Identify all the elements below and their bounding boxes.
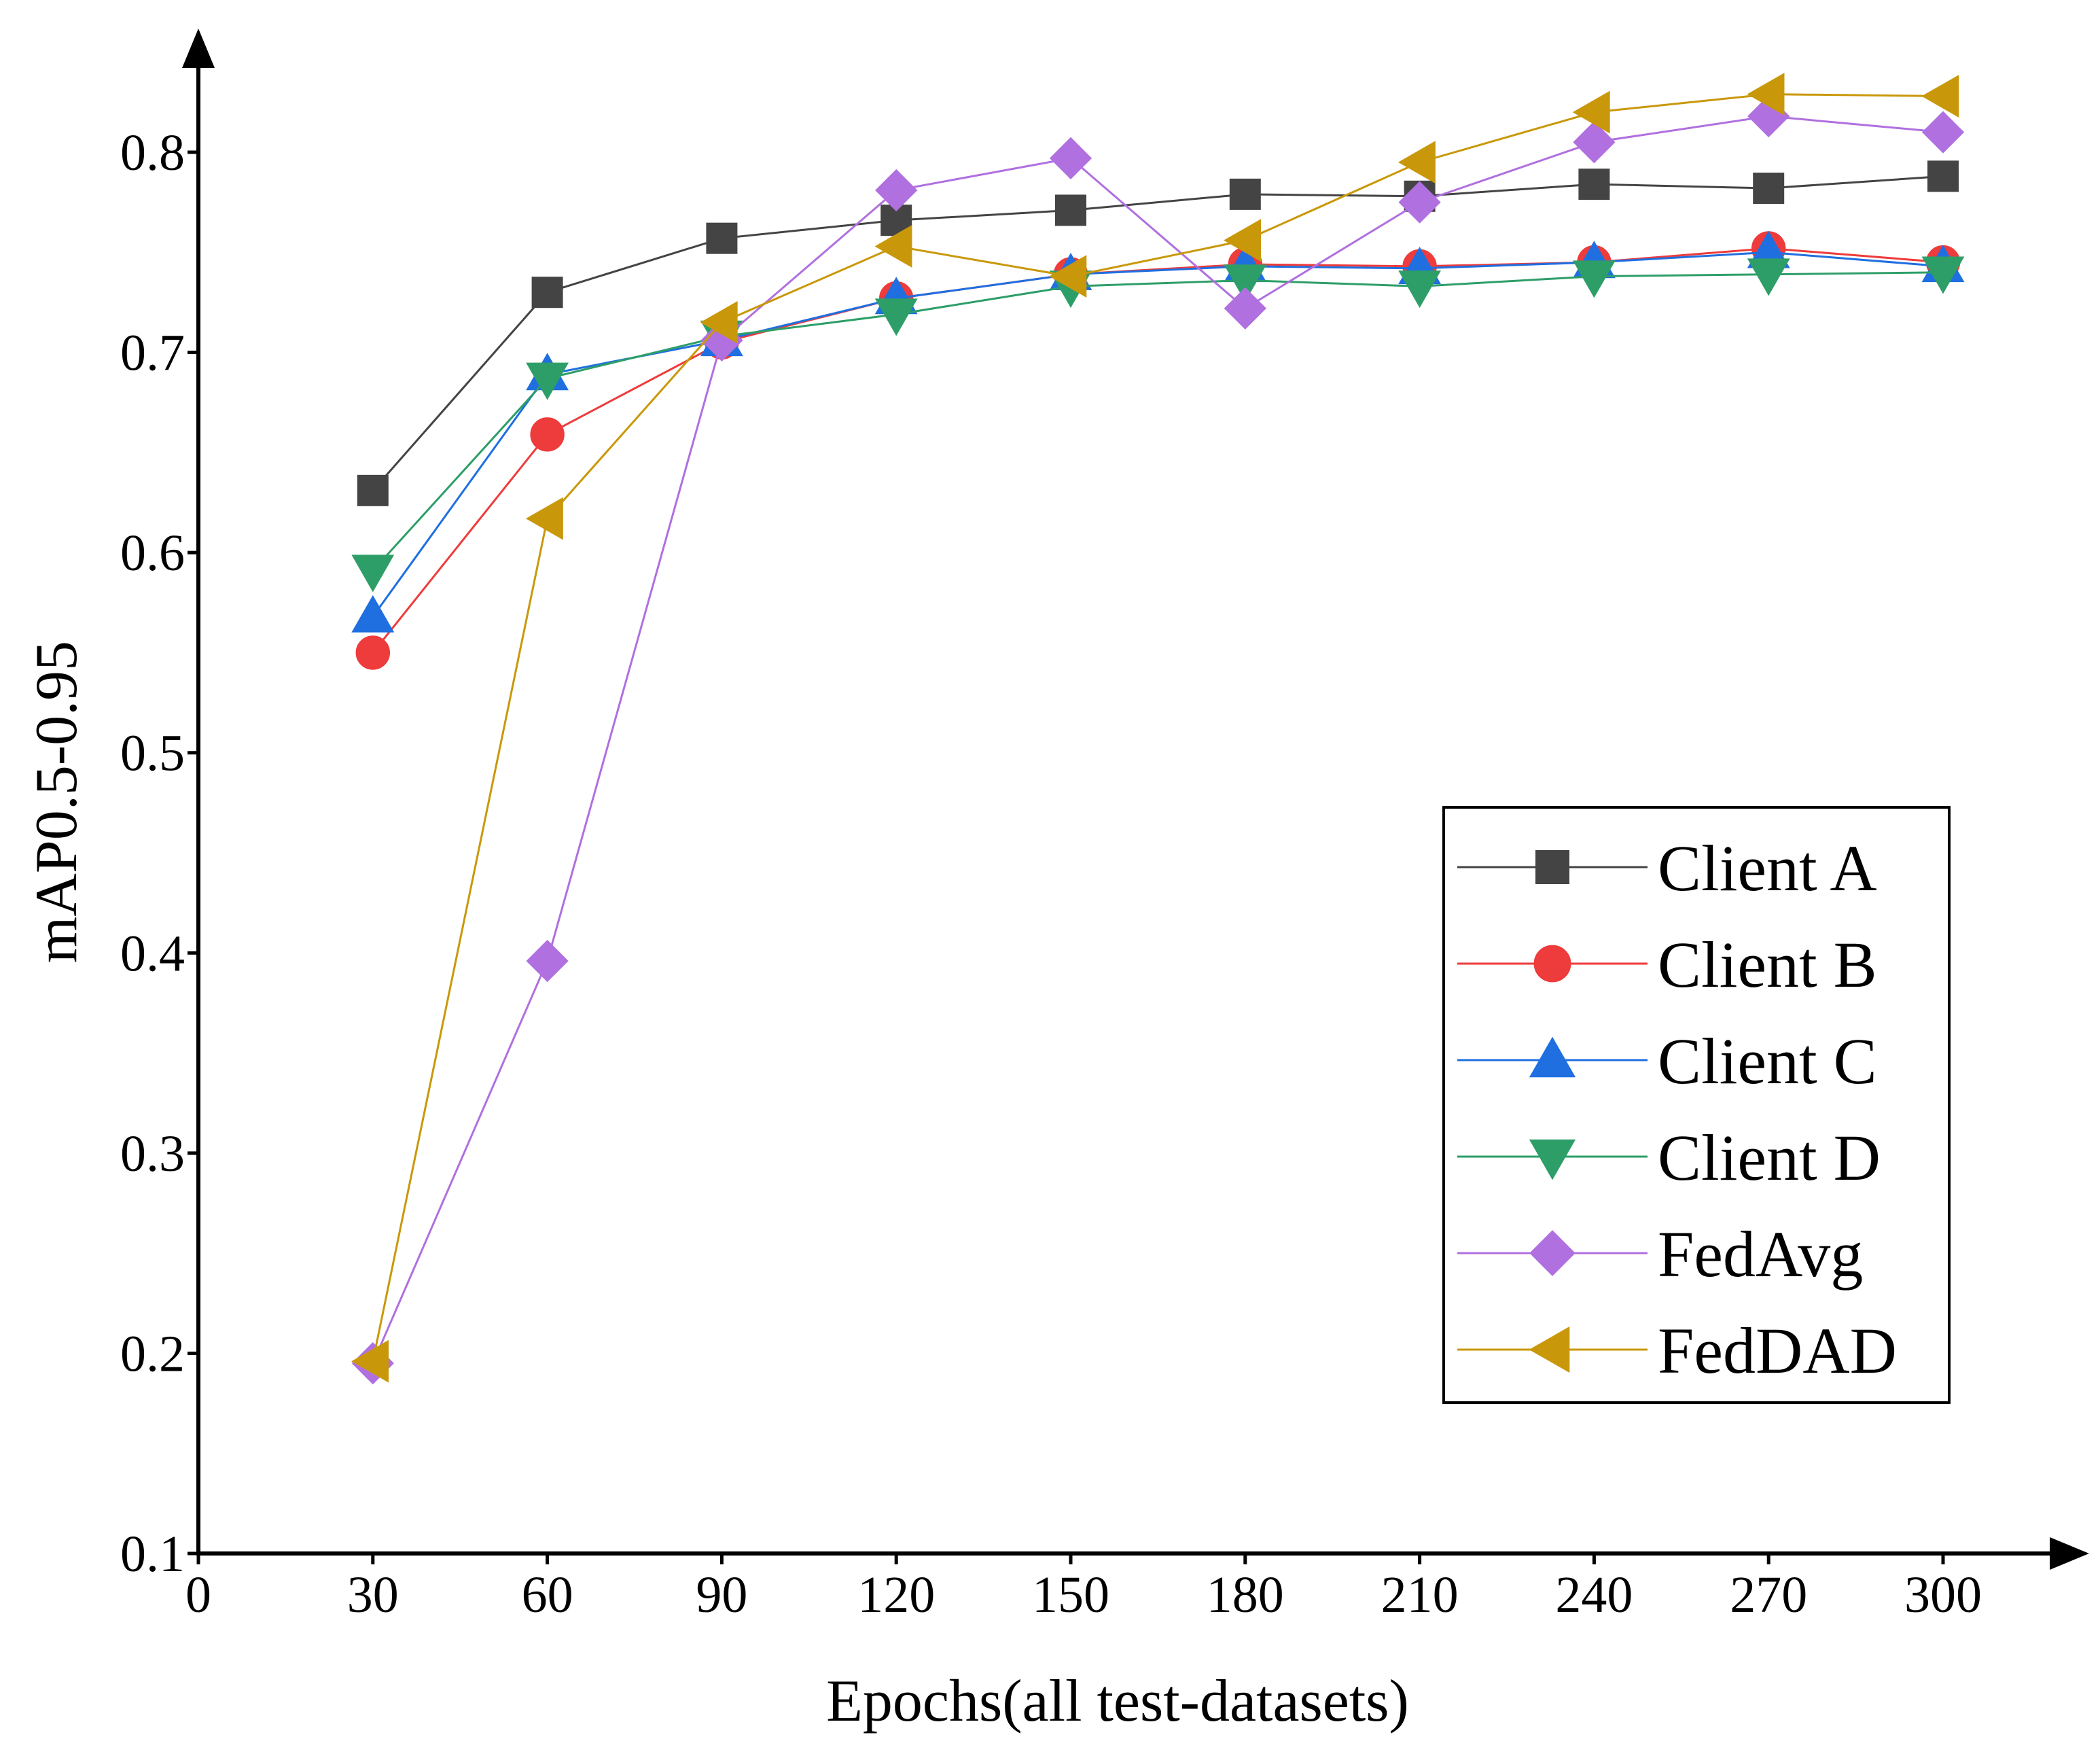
series-client-b: [355, 231, 1961, 670]
y-tick-label: 0.7: [120, 325, 185, 382]
data-point: [874, 225, 912, 268]
series-line: [372, 271, 1944, 572]
data-point: [1229, 178, 1261, 210]
data-point: [1398, 270, 1442, 309]
legend-label: Client C: [1658, 1025, 1877, 1098]
x-tick-label: 270: [1730, 1566, 1807, 1623]
series-feddad: [351, 73, 1959, 1383]
data-point: [351, 595, 395, 633]
data-point: [1572, 90, 1610, 134]
y-tick-label: 0.5: [120, 725, 185, 782]
axes: [182, 29, 2089, 1570]
y-tick-label: 0.3: [120, 1125, 185, 1182]
legend-marker: [1529, 1139, 1576, 1180]
data-point: [531, 277, 563, 309]
data-point: [1049, 137, 1092, 179]
data-point: [1921, 256, 1965, 294]
x-tick-label: 150: [1032, 1566, 1109, 1623]
data-point: [1224, 287, 1266, 330]
legend-marker: [1535, 850, 1569, 884]
x-tick-label: 30: [347, 1566, 399, 1623]
series-line: [372, 93, 1944, 1362]
legend-entry: Client B: [1457, 928, 1877, 1001]
legend-entry: Client C: [1457, 1025, 1877, 1098]
series-line: [372, 115, 1944, 1364]
legend-marker: [1529, 1036, 1576, 1078]
x-axis-arrow: [2050, 1537, 2089, 1570]
data-point: [530, 417, 565, 452]
data-point: [1578, 169, 1610, 200]
data-point: [355, 635, 390, 670]
legend-entry: FedAvg: [1457, 1218, 1863, 1290]
series-line: [372, 251, 1944, 618]
legend-box: [1442, 806, 1951, 1404]
data-point: [1055, 194, 1086, 226]
legend-entry: Client A: [1457, 832, 1877, 905]
legend-label: Client A: [1658, 832, 1877, 905]
series-layer: [351, 73, 1965, 1385]
series-client-d: [351, 256, 1965, 593]
data-point: [525, 497, 563, 540]
x-axis-title: Epochs(all test-datasets): [826, 1668, 1409, 1734]
data-point: [875, 169, 918, 212]
legend-entry: Client D: [1457, 1121, 1881, 1194]
x-tick-label: 0: [185, 1566, 211, 1623]
series-line: [372, 175, 1944, 491]
x-tick-label: 210: [1381, 1566, 1459, 1623]
data-point: [706, 222, 738, 254]
data-point: [1398, 141, 1436, 184]
legend-marker: [1529, 1230, 1576, 1276]
data-point: [357, 474, 389, 506]
legend-entry: FedDAD: [1457, 1314, 1897, 1387]
data-point: [874, 298, 918, 336]
data-point: [1572, 260, 1616, 298]
series-fedavg: [351, 94, 1965, 1385]
legend-marker: [1529, 1326, 1570, 1373]
data-point: [1753, 173, 1785, 205]
data-point: [351, 555, 395, 593]
ticks: 0 30 60 90 120 150 180 210 240 270 300 0.1 0.2 0.3 0.4…: [120, 124, 1982, 1623]
data-point: [1747, 258, 1790, 296]
legend-label: FedAvg: [1658, 1218, 1863, 1290]
y-tick-label: 0.2: [120, 1325, 185, 1382]
data-point: [700, 300, 738, 344]
data-point: [1747, 73, 1785, 116]
legend-label: Client D: [1658, 1121, 1881, 1194]
data-point: [1398, 181, 1441, 224]
data-point: [1573, 121, 1616, 164]
data-point: [1224, 219, 1262, 262]
data-point: [1921, 111, 1965, 154]
y-axis-arrow: [182, 29, 215, 68]
data-point: [1927, 160, 1959, 192]
x-tick-label: 120: [857, 1566, 935, 1623]
y-axis-title: mAP0.5-0.95: [24, 641, 90, 963]
data-point: [351, 1339, 389, 1383]
legend-marker: [1533, 945, 1571, 983]
data-point: [1921, 75, 1959, 118]
legend: Client A Client B Client C Client D FedAvg Fe…: [1442, 806, 1951, 1404]
y-tick-label: 0.6: [120, 525, 185, 582]
data-point: [526, 362, 569, 400]
x-tick-label: 60: [522, 1566, 573, 1623]
legend-label: FedDAD: [1658, 1314, 1897, 1387]
x-tick-label: 180: [1207, 1566, 1284, 1623]
y-tick-label: 0.8: [120, 124, 185, 181]
series-client-a: [357, 160, 1959, 506]
data-point: [526, 939, 569, 983]
x-tick-label: 240: [1555, 1566, 1633, 1623]
y-tick-label: 0.4: [120, 925, 185, 982]
x-tick-label: 300: [1904, 1566, 1982, 1623]
series-client-c: [351, 230, 1965, 633]
data-point: [1224, 264, 1267, 302]
legend-label: Client B: [1658, 928, 1877, 1001]
x-tick-label: 90: [696, 1566, 747, 1623]
y-tick-label: 0.1: [120, 1526, 185, 1583]
data-point: [1049, 255, 1087, 298]
